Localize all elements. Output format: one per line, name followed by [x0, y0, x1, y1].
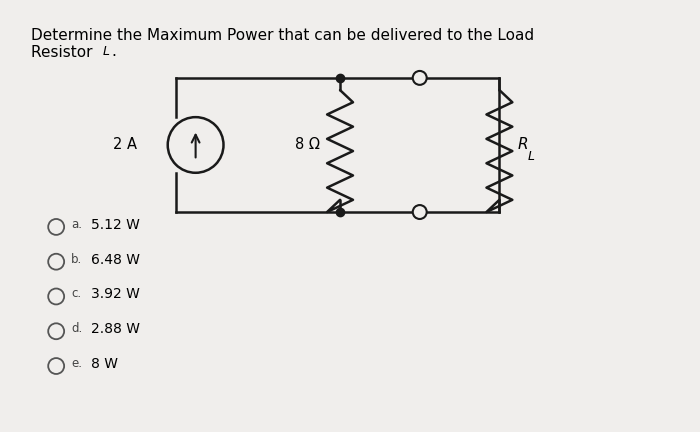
Text: b.: b. — [71, 253, 83, 266]
Text: L: L — [103, 45, 110, 58]
Circle shape — [413, 205, 427, 219]
Text: Determine the Maximum Power that can be delivered to the Load: Determine the Maximum Power that can be … — [32, 28, 534, 43]
Text: c.: c. — [71, 287, 81, 300]
Text: 6.48 W: 6.48 W — [91, 253, 140, 267]
Text: e.: e. — [71, 357, 82, 370]
Circle shape — [413, 71, 427, 85]
Text: 2 A: 2 A — [113, 137, 137, 152]
Text: .: . — [111, 44, 116, 59]
Text: 3.92 W: 3.92 W — [91, 287, 140, 302]
Text: 5.12 W: 5.12 W — [91, 218, 140, 232]
Text: R: R — [517, 137, 528, 152]
Text: a.: a. — [71, 218, 82, 231]
Text: 8 Ω: 8 Ω — [295, 137, 320, 152]
Text: 2.88 W: 2.88 W — [91, 322, 140, 336]
Text: Resistor: Resistor — [32, 45, 97, 60]
Text: d.: d. — [71, 322, 83, 335]
Text: L: L — [527, 150, 534, 163]
Text: 8 W: 8 W — [91, 357, 118, 371]
